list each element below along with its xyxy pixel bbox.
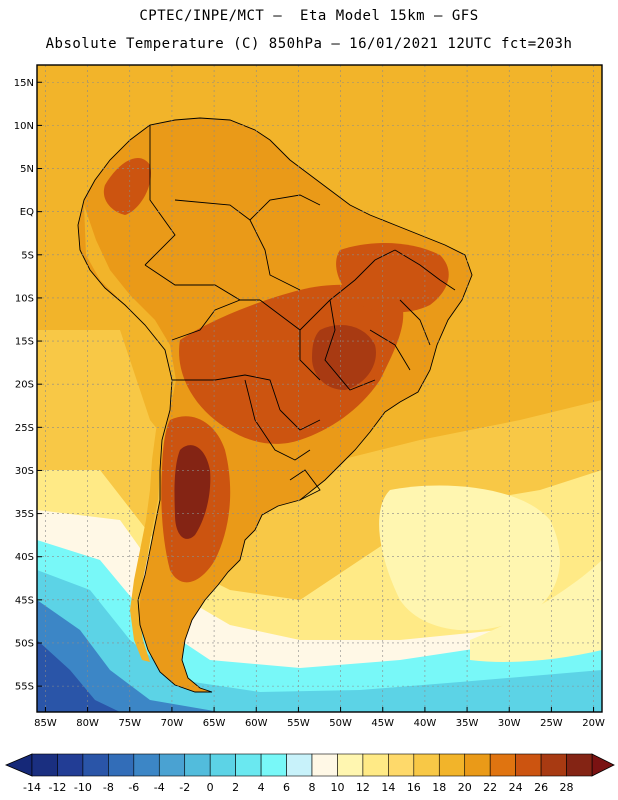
colorbar-label: -12 [48,781,66,794]
colorbar-label: -6 [128,781,139,794]
colorbar-swatch [464,753,491,777]
lon-tick-label: 75W [118,718,141,729]
lon-tick-label: 70W [161,718,184,729]
colorbar-label: 6 [283,781,290,794]
lon-tick-label: 60W [245,718,268,729]
colorbar-swatch [540,753,567,777]
lat-tick-label: 30S [15,466,34,477]
colorbar-label: 2 [232,781,239,794]
colorbar-label: 28 [560,781,574,794]
colorbar-label: 4 [258,781,265,794]
map-title-line1: CPTEC/INPE/MCT – Eta Model 15km – GFS [139,8,479,24]
colorbar-swatch [133,753,160,777]
colorbar-label: 10 [330,781,344,794]
lon-tick-label: 25W [540,718,563,729]
lon-tick-label: 45W [371,718,394,729]
colorbar-swatch [57,753,84,777]
ocean-warm-east-patch [470,560,602,662]
colorbar-label: 26 [534,781,548,794]
colorbar-swatch [286,753,313,777]
lon-tick-label: 80W [76,718,99,729]
lon-tick-label: 40W [414,718,437,729]
lon-tick-label: 50W [329,718,352,729]
map-title-line2: Absolute Temperature (C) 850hPa – 16/01/… [45,36,573,52]
colorbar-swatch [388,753,415,777]
ocean-pale-patch [379,485,560,631]
colorbar-swatch [235,753,262,777]
colorbar-swatch [108,753,135,777]
lat-tick-label: 15S [15,337,34,348]
colorbar-labels: -14 -12 -10 -8 -6 -4 -2 0 2 4 6 8 10 12 14 16 18 20 22 24 26… [23,781,574,794]
colorbar-low-arrow [4,753,33,777]
land-hot-region-northeast [336,243,449,313]
colorbar-label: -4 [154,781,165,794]
colorbar-label: 24 [509,781,523,794]
lon-tick-label: 85W [34,718,57,729]
ocean-cold-band-3 [37,600,220,712]
land-hot-region-central [179,284,404,444]
lat-lon-grid [37,65,602,712]
colorbar-label: -2 [179,781,190,794]
colorbar-swatch [337,753,364,777]
colorbar-label: 12 [356,781,370,794]
lon-tick-label: 30W [498,718,521,729]
colorbar-label: -10 [74,781,92,794]
lat-tick-label: 5S [21,250,34,261]
lon-tick-label: 65W [203,718,226,729]
lat-tick-label: 45S [15,595,34,606]
colorbar-swatch [413,753,440,777]
lat-tick-label: 25S [15,423,34,434]
colorbar-swatch [489,753,516,777]
lat-tick-label: 50S [15,638,34,649]
country-borders [77,117,473,693]
andes-cool-strip [84,205,176,662]
colorbar-swatch [82,753,109,777]
lat-tick-label: 10S [15,293,34,304]
colorbar-swatch [184,753,211,777]
colorbar-swatch [438,753,466,777]
lat-tick-label: EQ [20,207,34,218]
colorbar-label: -14 [23,781,41,794]
lat-tick-label: 20S [15,380,34,391]
colorbar-label: 18 [432,781,446,794]
colorbar-swatch [209,753,236,777]
lon-tick-label: 20W [582,718,605,729]
lon-tick-label: 35W [456,718,479,729]
colorbar-label: 8 [309,781,316,794]
lon-tick-label: 55W [287,718,310,729]
ocean-cold-band-4 [37,640,120,712]
lat-tick-label: 15N [14,78,34,89]
colorbar-swatch [158,753,186,777]
colorbar-swatch [362,753,389,777]
lat-tick-label: 40S [15,552,34,563]
colorbar-swatch [31,753,58,777]
colorbar-label: 20 [458,781,472,794]
lat-tick-label: 35S [15,509,34,520]
longitude-axis: 85W 80W 75W 70W 65W 60W 55W 50W 45W 40W 35W 30W 25W 2… [34,707,605,729]
land-hottest-core [174,445,211,539]
colorbar-label: 16 [407,781,421,794]
lat-tick-label: 10N [14,121,34,132]
lat-tick-label: 55S [15,682,34,693]
colorbar-swatch [260,753,287,777]
temperature-colorbar [4,753,615,777]
temperature-field [37,65,602,712]
colorbar-label: -8 [103,781,114,794]
land-hot-region-colombia [103,157,151,215]
colorbar-swatch [311,753,338,777]
latitude-axis: 15N 10N 5N EQ 5S 10S 15S 20S 25S 30S 35S 40S 45S 50S 5… [14,78,42,693]
colorbar-high-arrow [591,753,615,777]
colorbar-swatch [515,753,542,777]
plot-frame [36,64,603,713]
colorbar-label: 22 [483,781,497,794]
colorbar-swatch [566,753,593,777]
colorbar-label: 0 [207,781,214,794]
colorbar-label: 14 [381,781,395,794]
lat-tick-label: 5N [20,164,34,175]
